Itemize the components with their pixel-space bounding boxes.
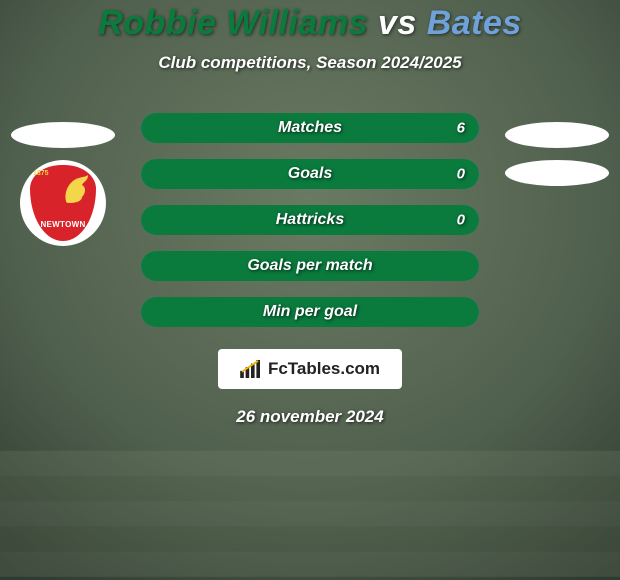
player1-club-badge: 1875 NEWTOWN	[20, 160, 106, 246]
player2-name: Bates	[427, 4, 522, 42]
stat-bar-value-right: 6	[457, 120, 465, 137]
stat-bar: Goals 0	[141, 159, 479, 189]
stat-bar: Min per goal	[141, 297, 479, 327]
logo-text: FcTables.com	[268, 359, 380, 379]
bars-icon	[240, 360, 262, 378]
stat-bar: Goals per match	[141, 251, 479, 281]
vs-text: vs	[368, 4, 427, 42]
stat-bar-label: Matches	[278, 119, 342, 137]
stat-bar-value-right: 0	[457, 166, 465, 183]
club-year: 1875	[33, 170, 49, 177]
club-name: NEWTOWN	[30, 220, 96, 229]
stat-bar-label: Goals	[288, 165, 332, 183]
fctables-logo: FcTables.com	[218, 349, 402, 389]
player1-name: Robbie Williams	[98, 4, 368, 42]
left-side: 1875 NEWTOWN	[8, 122, 118, 246]
stats-bars: Matches 6 Goals 0 Hattricks 0 Goals per match M…	[141, 113, 479, 327]
stat-bar-label: Goals per match	[247, 257, 372, 275]
player2-photo-placeholder	[505, 122, 609, 148]
stat-bar-label: Hattricks	[276, 211, 344, 229]
right-side	[502, 122, 612, 186]
stat-bar-value-right: 0	[457, 212, 465, 229]
date-text: 26 november 2024	[236, 407, 383, 427]
player1-photo-placeholder	[11, 122, 115, 148]
page-title: Robbie Williams vs Bates	[98, 4, 522, 43]
subtitle: Club competitions, Season 2024/2025	[158, 53, 461, 73]
stat-bar-label: Min per goal	[263, 303, 357, 321]
player2-club-placeholder	[505, 160, 609, 186]
griffin-icon	[62, 173, 90, 205]
stat-bar: Hattricks 0	[141, 205, 479, 235]
stat-bar: Matches 6	[141, 113, 479, 143]
